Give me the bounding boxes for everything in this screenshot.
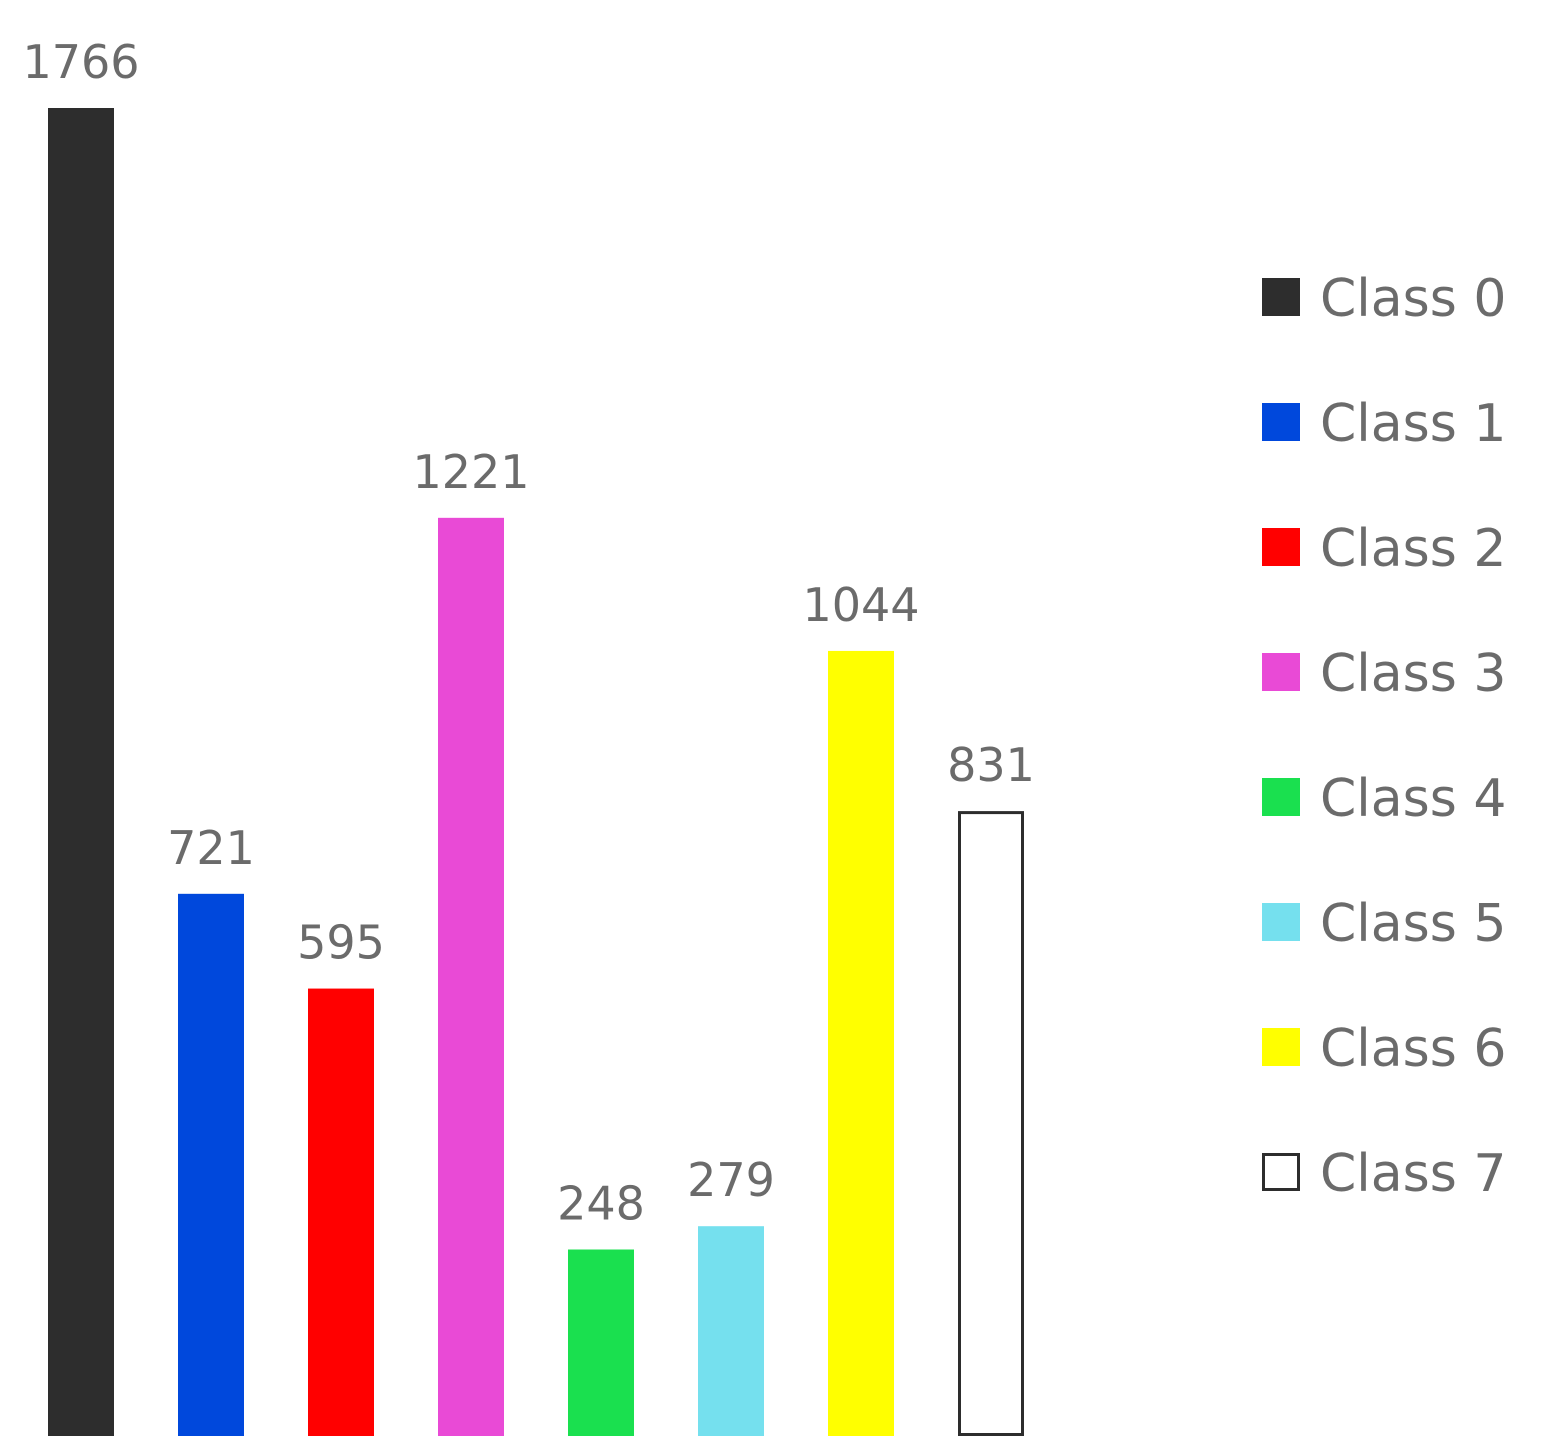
bar-class-0	[48, 108, 114, 1436]
legend-swatch-class-1	[1262, 403, 1300, 441]
bar-class-1	[178, 893, 244, 1436]
legend-label-class-4: Class 4	[1320, 769, 1506, 829]
legend: Class 0 Class 1 Class 2 Class 3 Class 4 Class…	[1262, 269, 1506, 1204]
data-label-class-2: 595	[297, 916, 385, 970]
legend-label-class-3: Class 3	[1320, 644, 1506, 704]
data-label-class-3: 1221	[412, 445, 529, 499]
data-label-class-1: 721	[167, 821, 255, 875]
legend-swatch-class-7	[1262, 1153, 1300, 1191]
bars-group	[48, 108, 1024, 1436]
legend-label-class-2: Class 2	[1320, 519, 1506, 579]
bar-class-6	[828, 650, 894, 1436]
legend-swatch-class-6	[1262, 1028, 1300, 1066]
data-label-class-0: 1766	[22, 35, 139, 89]
bar-class-5	[698, 1226, 764, 1436]
legend-swatch-class-5	[1262, 903, 1300, 941]
data-label-class-5: 279	[687, 1153, 775, 1207]
data-label-class-6: 1044	[802, 578, 919, 632]
legend-swatch-class-2	[1262, 528, 1300, 566]
legend-label-class-0: Class 0	[1320, 269, 1506, 329]
data-labels-group: 1766 721 595 1221 248 279 1044 831	[22, 35, 1034, 1231]
legend-label-class-5: Class 5	[1320, 894, 1506, 954]
bar-class-4	[568, 1249, 634, 1436]
legend-label-class-1: Class 1	[1320, 394, 1506, 454]
legend-swatch-class-0	[1262, 278, 1300, 316]
bar-class-2	[308, 988, 374, 1436]
bar-class-7	[958, 811, 1024, 1436]
legend-swatch-class-3	[1262, 653, 1300, 691]
data-label-class-7: 831	[947, 738, 1035, 792]
legend-label-class-6: Class 6	[1320, 1019, 1506, 1079]
bar-class-3	[438, 517, 504, 1436]
legend-swatch-class-4	[1262, 778, 1300, 816]
legend-label-class-7: Class 7	[1320, 1144, 1506, 1204]
data-label-class-4: 248	[557, 1177, 645, 1231]
